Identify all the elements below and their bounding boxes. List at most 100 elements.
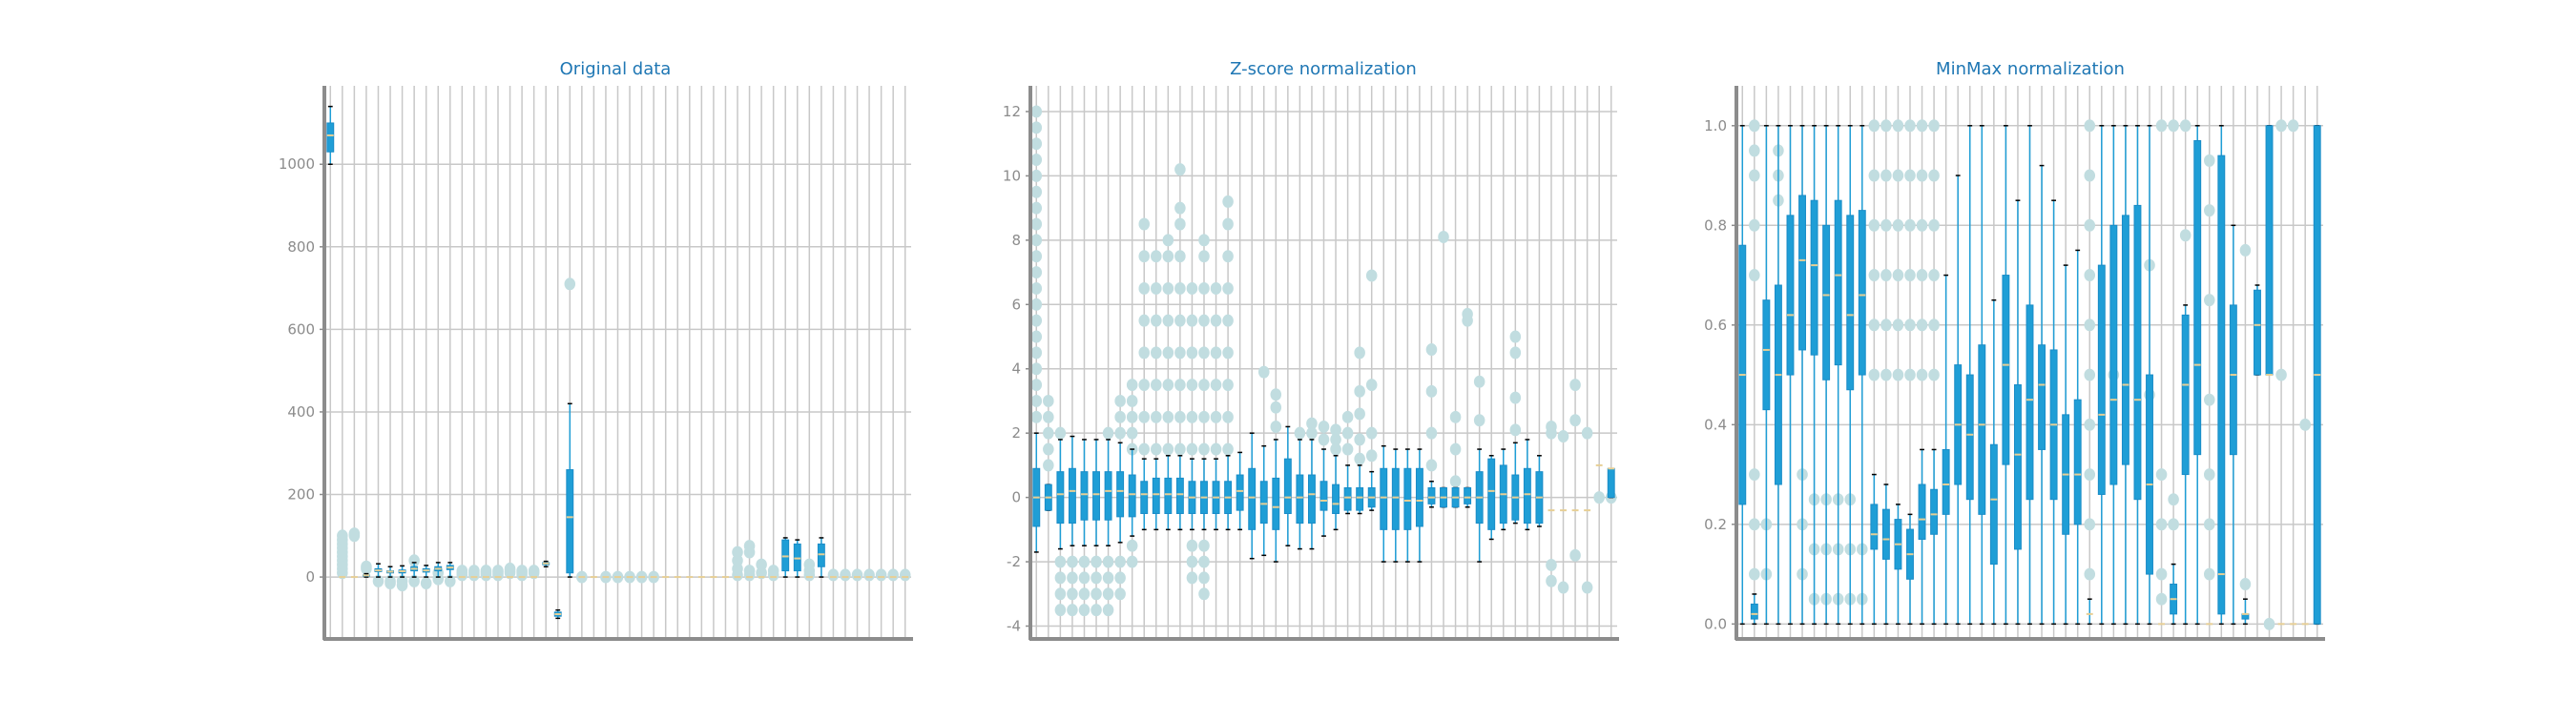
box-item [1114, 394, 1126, 601]
box-body [1846, 215, 1855, 391]
flier-point [1365, 379, 1378, 392]
box-body [2265, 125, 2274, 376]
flier-point [1151, 410, 1162, 423]
box-item [1808, 125, 1820, 626]
box-item [1738, 125, 1747, 626]
box-body [2025, 304, 2034, 501]
box-body [1175, 477, 1184, 514]
flier-point [1425, 343, 1438, 357]
flier-point [1546, 426, 1557, 440]
box-body [2121, 215, 2129, 465]
flier-point [1222, 379, 1234, 392]
box-body [1965, 374, 1974, 501]
flier-point [1030, 281, 1043, 295]
box-item [528, 565, 540, 580]
flier-point [2287, 119, 2299, 133]
box-item [396, 565, 408, 592]
flier-point [1126, 539, 1138, 552]
flier-point [1162, 250, 1174, 263]
box-item [1509, 330, 1522, 525]
flier-point [1030, 169, 1043, 182]
box-body [2109, 224, 2118, 485]
flier-point [2155, 592, 2168, 606]
box-body [1930, 488, 1939, 535]
flier-point [1151, 281, 1162, 295]
box-body [1080, 471, 1089, 521]
flier-point [1126, 394, 1138, 407]
box-item [743, 540, 756, 582]
flier-point [1138, 379, 1151, 392]
flier-point [1162, 281, 1174, 295]
flier-point [1030, 379, 1043, 392]
flier-point [1341, 442, 1354, 456]
box-item [2179, 119, 2192, 626]
flier-point [2155, 567, 2168, 581]
flier-point [1928, 119, 1940, 133]
box-item [420, 565, 432, 590]
box-body [1487, 458, 1496, 530]
flier-point [1294, 426, 1306, 440]
box-item [2299, 418, 2311, 626]
panel-title: MinMax normalization [1936, 59, 2125, 79]
box-item [1283, 425, 1292, 546]
flier-point [1210, 346, 1222, 360]
flier-point [2203, 154, 2215, 167]
box-item [1868, 119, 1880, 626]
box-item [468, 565, 480, 582]
flier-point [2084, 218, 2096, 232]
box-item [1832, 125, 1844, 626]
box-body [1283, 458, 1292, 514]
box-item [1091, 439, 1102, 617]
flier-point [2168, 518, 2179, 531]
flier-point [1078, 604, 1091, 617]
box-body [1391, 467, 1400, 530]
flier-point [1030, 154, 1043, 167]
box-item [1174, 163, 1186, 531]
y-tick-label: 0.0 [1704, 615, 1727, 632]
flier-point [1270, 388, 1282, 401]
flier-point [2239, 578, 2252, 591]
box-item [600, 570, 612, 584]
flier-point [1054, 426, 1067, 440]
panel-original: Original data 0 200 400 600 800 1000 [279, 59, 913, 641]
flier-point [1030, 121, 1043, 134]
box-item [480, 565, 492, 582]
flier-point [1270, 401, 1282, 414]
box-item [504, 562, 516, 580]
flier-point [1174, 281, 1186, 295]
flier-point [1054, 587, 1067, 601]
flier-point [1114, 555, 1126, 568]
box-item [1151, 250, 1162, 531]
flier-point [492, 565, 504, 578]
flier-point [2084, 169, 2096, 182]
flier-point [863, 568, 875, 582]
box-item [1198, 234, 1210, 601]
box-item [1318, 420, 1330, 537]
box-item [817, 537, 825, 578]
flier-point [1880, 319, 1892, 332]
flier-point [2084, 119, 2096, 133]
flier-point [767, 565, 779, 578]
flier-point [1030, 137, 1043, 151]
flier-point [2239, 243, 2252, 257]
flier-point [1438, 230, 1449, 243]
flier-point [1043, 459, 1054, 472]
flier-point [1174, 217, 1186, 231]
flier-point [1270, 420, 1282, 433]
flier-point [1462, 307, 1473, 320]
box-item [1341, 410, 1354, 515]
box-item [384, 566, 396, 590]
flier-point [1198, 314, 1210, 327]
y-tick-label: 4 [1011, 360, 1021, 378]
box-item [553, 608, 562, 620]
box-body [1403, 467, 1412, 530]
box-item [1535, 455, 1544, 527]
flier-point [803, 558, 816, 571]
box-item [875, 568, 887, 582]
box-item [1126, 379, 1138, 568]
box-item [408, 554, 420, 587]
box-body [781, 539, 790, 572]
box-item [2084, 119, 2096, 626]
flier-point [361, 560, 372, 573]
flier-point [1880, 269, 1892, 282]
